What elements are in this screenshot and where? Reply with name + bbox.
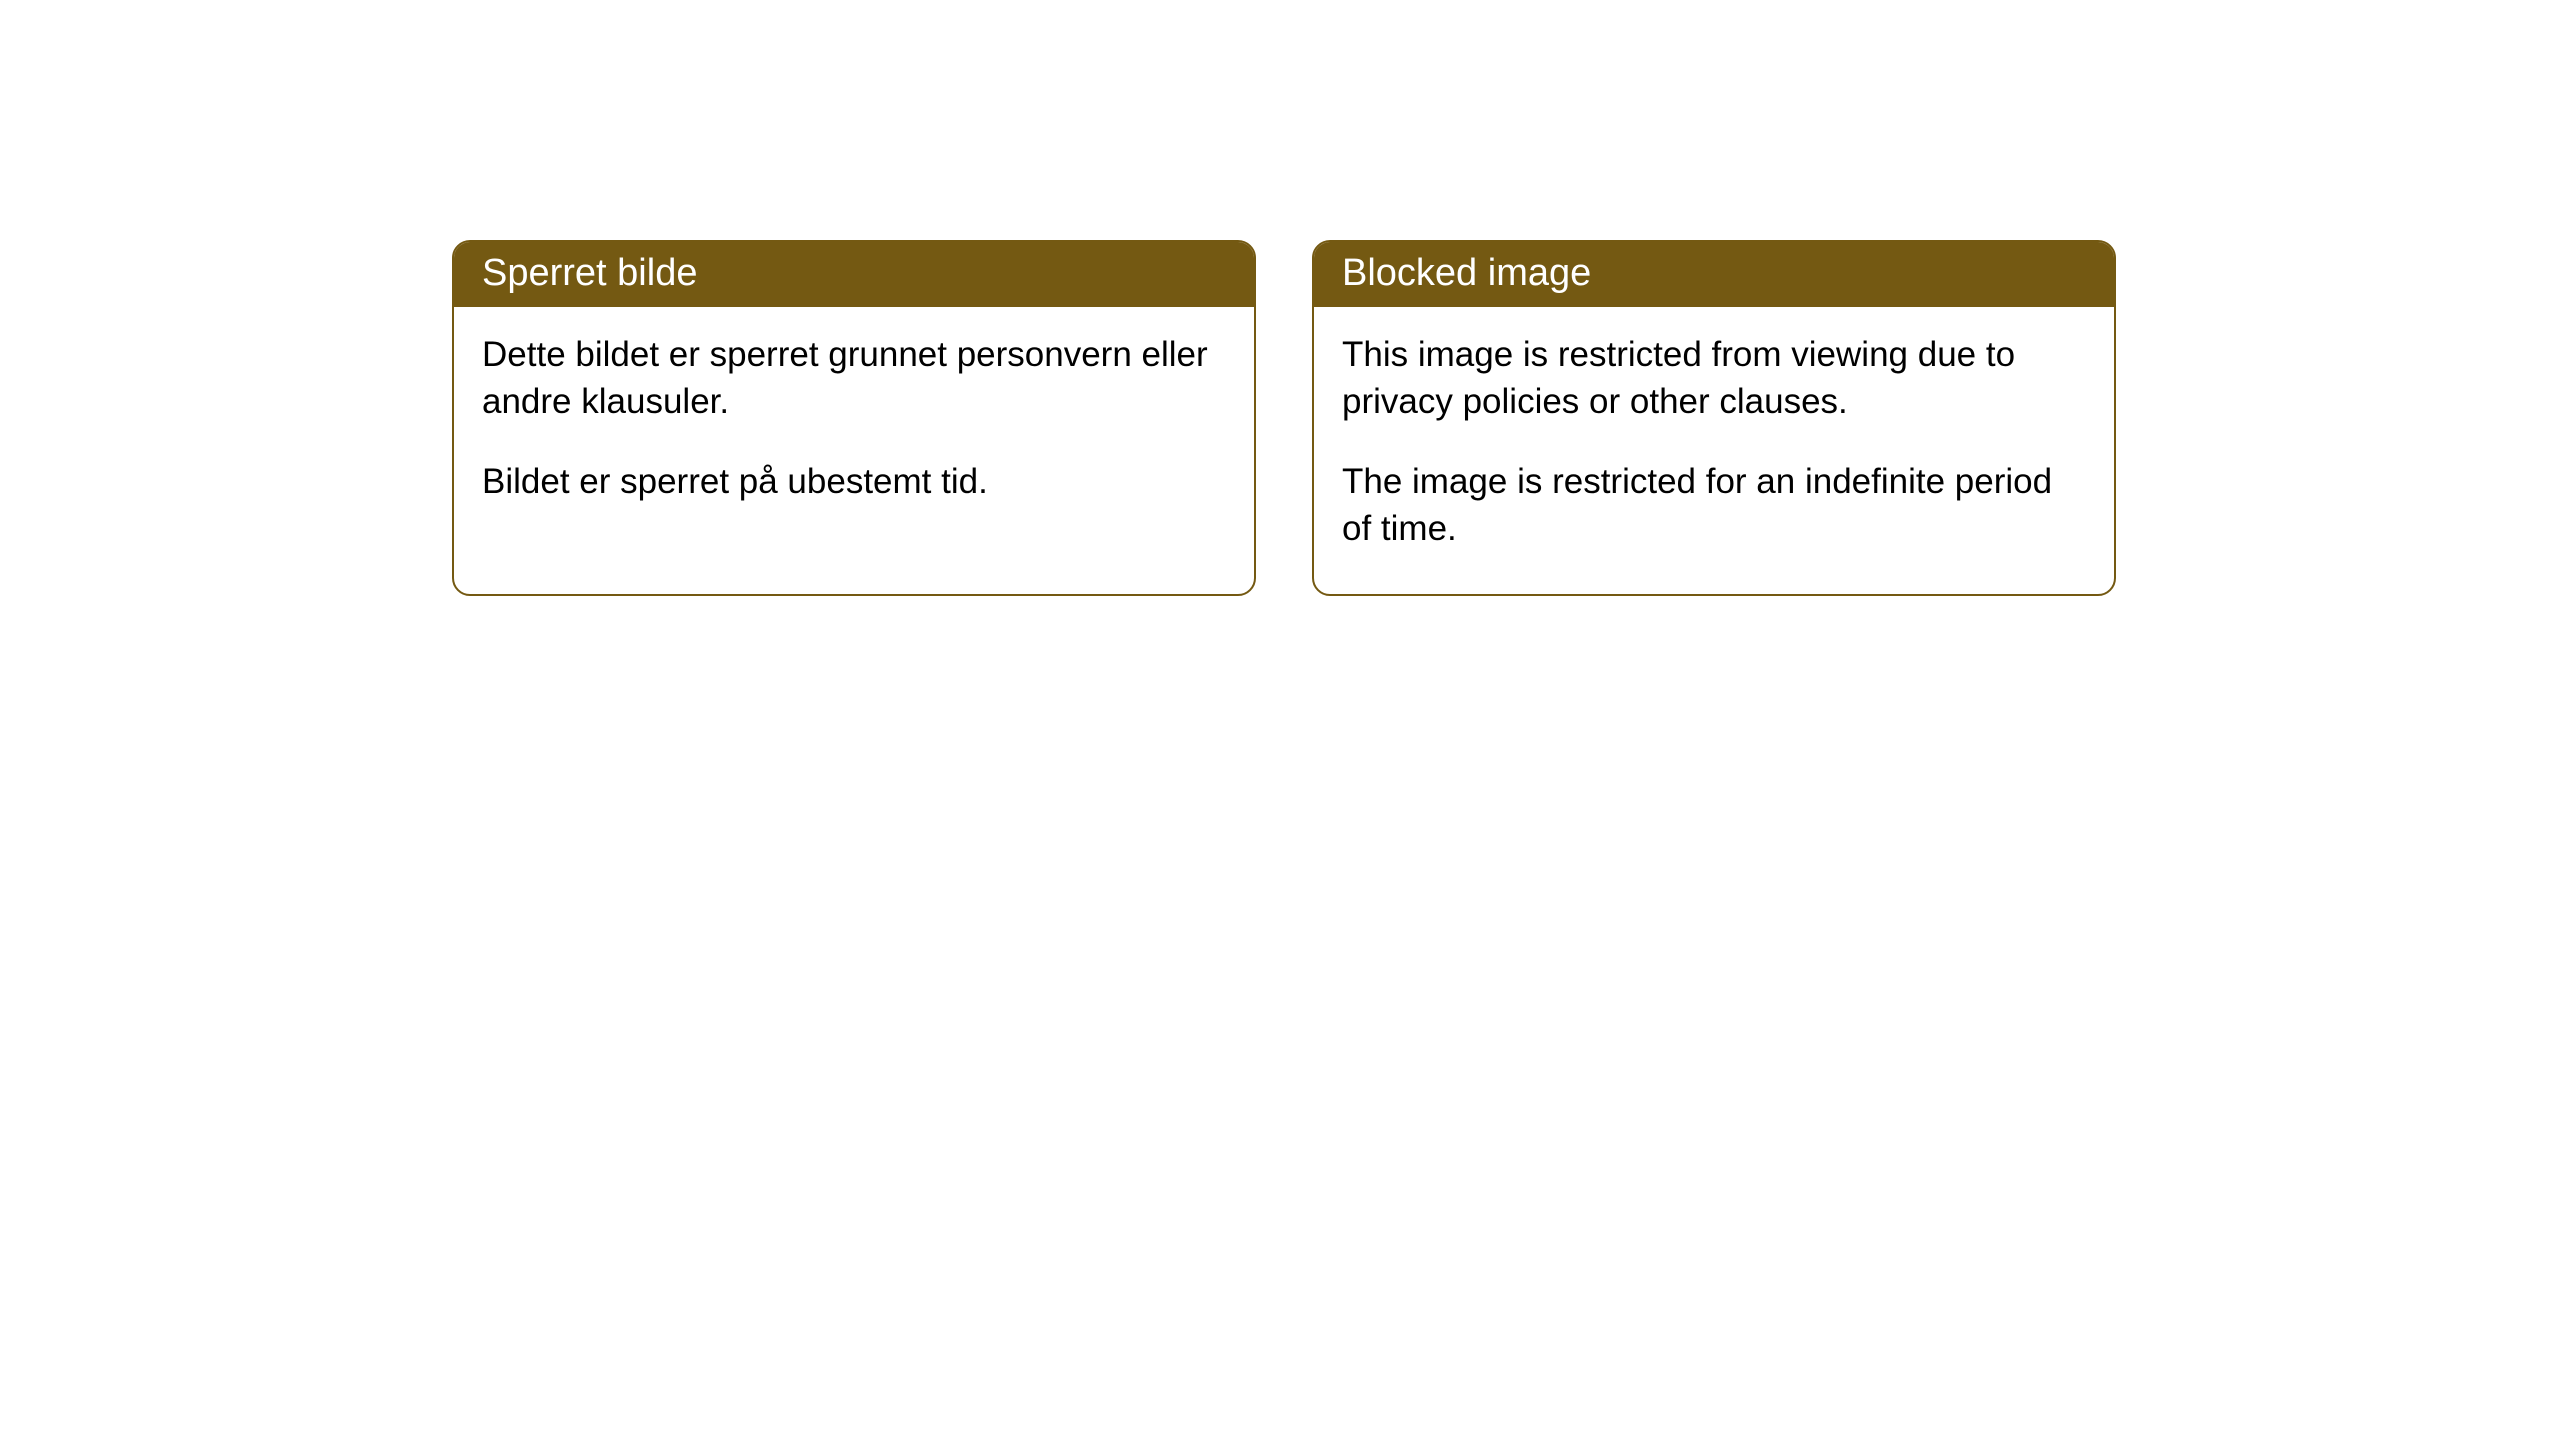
notice-cards-container: Sperret bilde Dette bildet er sperret gr…	[452, 240, 2116, 596]
card-title: Blocked image	[1342, 252, 1591, 294]
card-paragraph: Dette bildet er sperret grunnet personve…	[482, 331, 1226, 426]
card-body: Dette bildet er sperret grunnet personve…	[454, 307, 1254, 547]
card-paragraph: The image is restricted for an indefinit…	[1342, 458, 2086, 553]
notice-card-english: Blocked image This image is restricted f…	[1312, 240, 2116, 596]
card-body: This image is restricted from viewing du…	[1314, 307, 2114, 594]
card-paragraph: This image is restricted from viewing du…	[1342, 331, 2086, 426]
card-title: Sperret bilde	[482, 252, 697, 294]
card-header: Sperret bilde	[454, 242, 1254, 307]
card-paragraph: Bildet er sperret på ubestemt tid.	[482, 458, 1226, 505]
notice-card-norwegian: Sperret bilde Dette bildet er sperret gr…	[452, 240, 1256, 596]
card-header: Blocked image	[1314, 242, 2114, 307]
